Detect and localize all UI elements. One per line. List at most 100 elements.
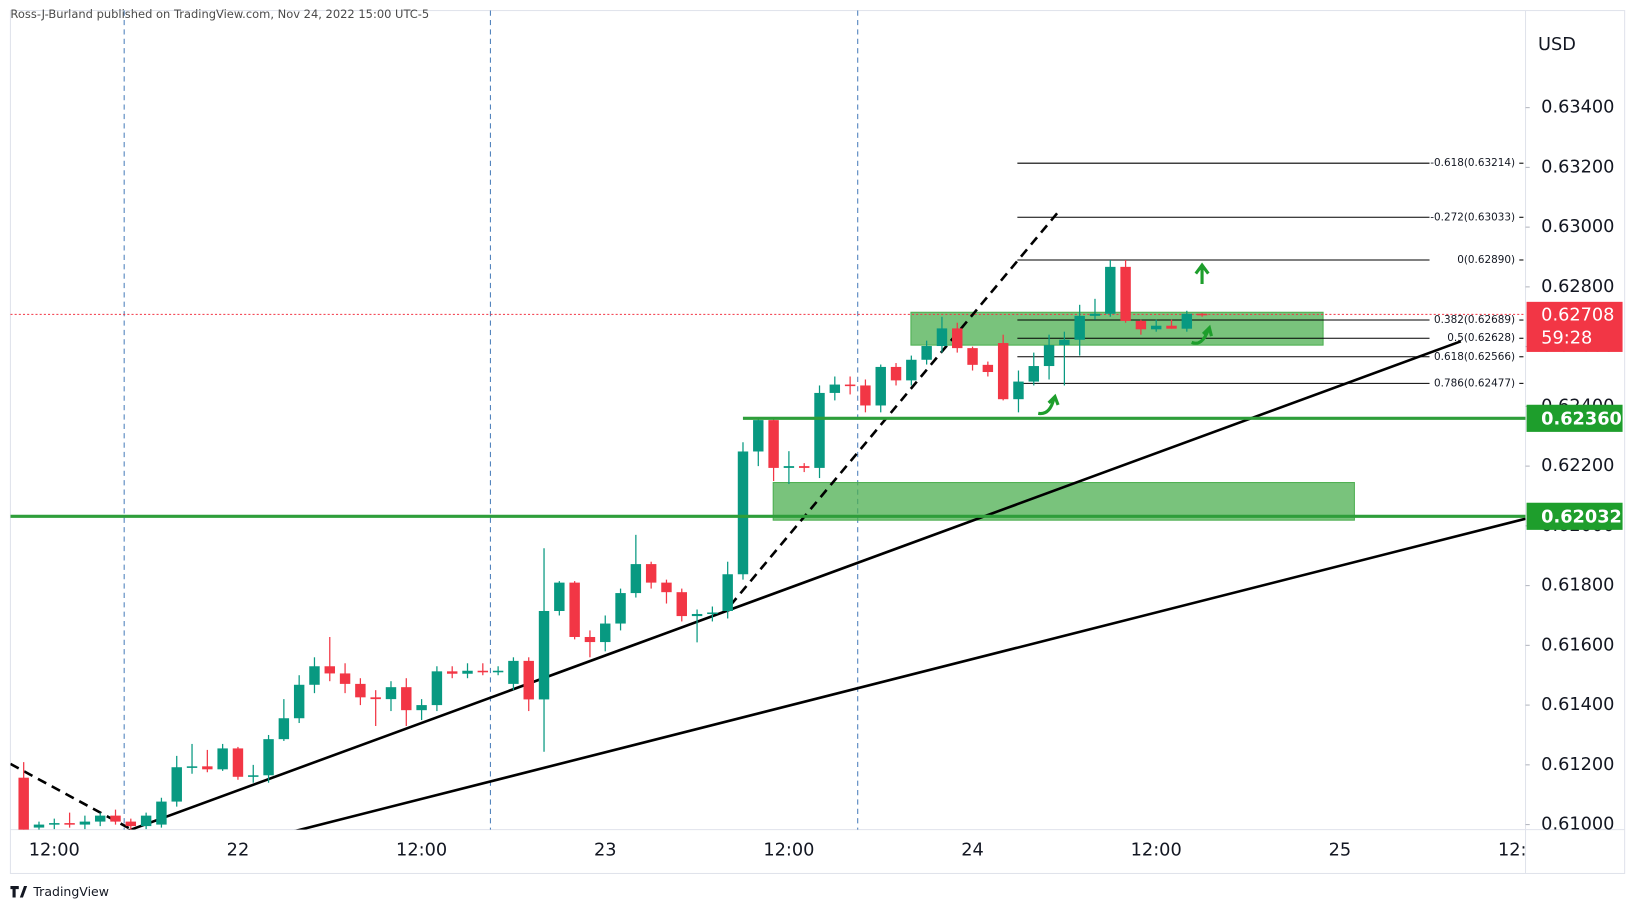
x-tick-label: 12:00 <box>763 841 814 861</box>
fib-label: -0.272(0.63033) <box>1430 211 1515 223</box>
candle-body <box>1028 366 1039 382</box>
candle-body <box>691 613 703 617</box>
y-tick-label: 0.63000 <box>1541 217 1614 237</box>
candle-body <box>401 687 412 711</box>
candle-body <box>523 660 534 700</box>
y-tick-label: 0.63200 <box>1541 157 1614 177</box>
candle-body <box>324 666 335 674</box>
candle-body <box>967 348 978 365</box>
candle-body <box>1166 325 1177 329</box>
candle-body <box>33 824 45 828</box>
y-tick-label: 0.61200 <box>1541 755 1614 775</box>
fib-label: -0.618(0.63214) <box>1430 157 1515 169</box>
header: Ross-J-Burland published on TradingView.… <box>10 7 429 21</box>
arrow <box>1191 324 1213 345</box>
candle-body <box>829 384 841 393</box>
level-badge <box>1526 404 1623 432</box>
candle-body <box>355 683 366 698</box>
candle-body <box>339 673 351 684</box>
x-tick-label: 23 <box>594 841 617 861</box>
y-tick-label: 0.62800 <box>1541 277 1614 297</box>
candle-body <box>1043 345 1055 367</box>
candle-body <box>110 815 121 822</box>
candle-body <box>492 670 504 673</box>
y-tick-label: 0.61600 <box>1541 635 1614 655</box>
level-badge <box>1526 502 1623 530</box>
candle-body <box>952 328 963 349</box>
candle-body <box>1089 313 1101 316</box>
footer: TradingView <box>32 884 109 899</box>
candle-body <box>921 346 932 360</box>
level-badge-label: 0.62360 <box>1541 409 1622 429</box>
candle-body <box>814 392 825 468</box>
candle-body <box>890 366 902 381</box>
y-tick-label: 0.62200 <box>1541 456 1614 476</box>
candle-body <box>798 466 810 468</box>
candle-body <box>263 739 274 776</box>
y-tick-label: 0.63400 <box>1541 98 1614 118</box>
candle-body <box>293 684 305 719</box>
candle-body <box>385 687 397 700</box>
trendline <box>729 210 1061 607</box>
zone <box>772 482 1355 521</box>
candle-body <box>1181 313 1193 329</box>
candle-body <box>125 821 137 827</box>
candle-body <box>982 364 994 373</box>
candle-body <box>1059 339 1070 346</box>
candle-body <box>1150 325 1162 330</box>
candle-body <box>140 815 152 827</box>
y-axis-label: USD <box>1538 35 1576 55</box>
candle-body <box>1013 381 1024 400</box>
candle-body <box>906 359 917 381</box>
candle-body <box>232 748 244 777</box>
candle-body <box>416 705 427 711</box>
trendline <box>295 517 1526 830</box>
candle-body <box>186 766 198 768</box>
fib-label: 0.382(0.62689) <box>1434 314 1515 326</box>
candle-body <box>446 671 458 674</box>
fib-label: 0.5(0.62628) <box>1447 332 1515 344</box>
candle-body <box>278 718 290 740</box>
candle-body <box>18 777 29 830</box>
y-tick-label: 0.61400 <box>1541 695 1614 715</box>
candle-body <box>875 366 886 406</box>
x-tick-label: 12:00 <box>1131 841 1182 861</box>
session-lines <box>123 10 859 830</box>
candle-body <box>584 636 596 643</box>
fib-label: 0.618(0.62566) <box>1434 351 1515 363</box>
candle-body <box>1105 266 1116 314</box>
candle-body <box>860 385 871 406</box>
candle-body <box>554 582 565 611</box>
candle-body <box>645 564 657 583</box>
candle-body <box>309 666 320 685</box>
x-tick-label: 22 <box>227 841 250 861</box>
last-price-badge <box>1526 301 1623 352</box>
candle-body <box>1196 313 1208 316</box>
candle-body <box>615 593 626 624</box>
candle-body <box>997 343 1009 400</box>
level-badge-label: 0.62032 <box>1541 507 1622 527</box>
x-tick-label: 12:00 <box>396 841 447 861</box>
candle-body <box>737 451 749 575</box>
candle-body <box>431 671 443 706</box>
plot-back: -0.618(0.63214) -0.272(0.63033) 0(0.62890)… <box>10 157 1526 521</box>
candle-body <box>64 823 75 825</box>
candle-body <box>630 564 642 594</box>
fib-label: 0.786(0.62477) <box>1434 377 1515 389</box>
candle-body <box>508 660 519 684</box>
candle-body <box>1120 266 1131 321</box>
candle-body <box>676 592 687 617</box>
candle-body <box>600 623 611 643</box>
candle-body <box>569 582 580 637</box>
candle-body <box>844 384 856 387</box>
candle-body <box>753 420 764 452</box>
x-tick-label: 25 <box>1329 841 1352 861</box>
logo <box>10 886 28 898</box>
candle-body <box>79 821 91 825</box>
price-axis: 0.61000 0.61200 0.61400 0.61600 0.61800 0.620… <box>1525 98 1623 835</box>
candle-body <box>768 420 779 468</box>
footer-logo <box>10 886 28 898</box>
countdown: 59:28 <box>1541 328 1592 348</box>
candle-body <box>49 823 60 825</box>
